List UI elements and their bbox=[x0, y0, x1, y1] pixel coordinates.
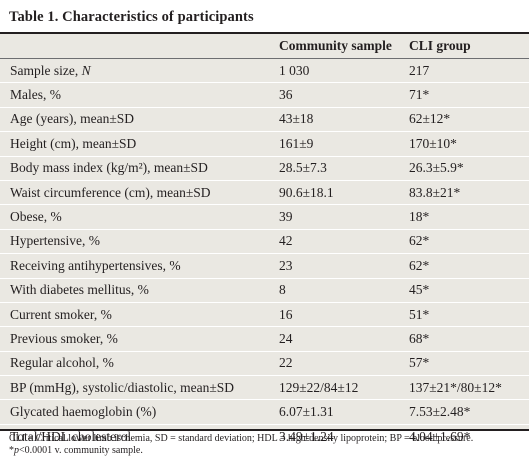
footnote-p-text: <0.0001 v. community sample. bbox=[19, 445, 143, 456]
cell-cli: 62* bbox=[409, 229, 529, 255]
row-label: Total/HDL cholesterol bbox=[0, 424, 279, 448]
row-label: Current smoker, % bbox=[0, 302, 279, 328]
cell-cli: 51* bbox=[409, 302, 529, 328]
cell-community: 36 bbox=[279, 82, 409, 108]
table-row: With diabetes mellitus, % 8 45* bbox=[0, 278, 529, 303]
cell-community: 1 030 bbox=[279, 58, 409, 84]
row-label-text: Previous smoker, % bbox=[10, 330, 118, 346]
row-label: Sample size, N bbox=[0, 58, 279, 84]
table-container: Community sample CLI group Sample size, … bbox=[0, 32, 529, 444]
column-header-community: Community sample bbox=[279, 34, 409, 59]
row-label: Receiving antihypertensives, % bbox=[0, 253, 279, 279]
row-label-text: With diabetes mellitus, % bbox=[10, 282, 149, 298]
row-label-text: Glycated haemoglobin (%) bbox=[10, 404, 157, 420]
cell-community: 24 bbox=[279, 326, 409, 352]
table-row: Hypertensive, % 42 62* bbox=[0, 229, 529, 255]
cell-community: 129±22/84±12 bbox=[279, 375, 409, 401]
cell-cli: 170±10* bbox=[409, 131, 529, 157]
row-label: BP (mmHg), systolic/diastolic, mean±SD bbox=[0, 375, 279, 401]
cell-community: 28.5±7.3 bbox=[279, 156, 409, 181]
row-label-text: Regular alcohol, % bbox=[10, 355, 114, 371]
table-row: Obese, % 39 18* bbox=[0, 204, 529, 230]
row-label-text: Obese, % bbox=[10, 209, 62, 225]
row-label-text: Age (years), mean±SD bbox=[10, 111, 134, 127]
cell-community: 3.49±1.24 bbox=[279, 428, 334, 444]
cell-cli: 18* bbox=[409, 204, 529, 230]
row-label-text: Hypertensive, % bbox=[10, 233, 100, 249]
row-label-text: Sample size, bbox=[10, 62, 82, 78]
footnotes: CLI = Critical lower limb ischemia, SD =… bbox=[9, 433, 473, 457]
row-label: Regular alcohol, % bbox=[0, 351, 279, 377]
row-label-text: Current smoker, % bbox=[10, 306, 112, 322]
cell-community: 161±9 bbox=[279, 131, 409, 157]
table-row: Height (cm), mean±SD 161±9 170±10* bbox=[0, 131, 529, 157]
footnote-abbreviations: CLI = Critical lower limb ischemia, SD =… bbox=[9, 433, 474, 444]
table-row: Regular alcohol, % 22 57* bbox=[0, 351, 529, 377]
table-row: Age (years), mean±SD 43±18 62±12* bbox=[0, 107, 529, 133]
characteristics-table: Community sample CLI group Sample size, … bbox=[0, 34, 529, 448]
cell-cli: 62* bbox=[409, 253, 529, 279]
cell-cli: 57* bbox=[409, 351, 529, 377]
row-label-text: BP (mmHg), systolic/diastolic, mean±SD bbox=[10, 379, 235, 395]
header-row: Community sample CLI group bbox=[0, 34, 529, 59]
table-row: Waist circumference (cm), mean±SD 90.6±18… bbox=[0, 180, 529, 206]
cell-community: 90.6±18.1 bbox=[279, 180, 409, 206]
row-label-text: Receiving antihypertensives, % bbox=[10, 257, 181, 273]
row-label-text: Total/HDL cholesterol bbox=[10, 428, 132, 444]
row-label-italic: N bbox=[81, 62, 91, 78]
cell-community: 22 bbox=[279, 351, 409, 377]
cell-cli: 45* bbox=[409, 278, 529, 303]
row-label-text: Males, % bbox=[10, 87, 61, 103]
row-label-text: Waist circumference (cm), mean±SD bbox=[10, 184, 211, 200]
row-label-text: Body mass index (kg/m²), mean±SD bbox=[10, 160, 208, 176]
footnote-significance: *p<0.0001 v. community sample. bbox=[9, 445, 473, 457]
footnote-p-italic: p bbox=[14, 445, 19, 456]
cell-community: 6.07±1.31 bbox=[279, 399, 409, 425]
row-label: Obese, % bbox=[0, 204, 279, 230]
cell-community: 8 bbox=[279, 278, 409, 303]
cell-cli: 71* bbox=[409, 82, 529, 108]
cell-cli: 4.04±1.69* bbox=[409, 428, 471, 444]
table-row: Current smoker, % 16 51* bbox=[0, 302, 529, 328]
footnote-asterisk: * bbox=[9, 445, 14, 456]
table-row: Total/HDL cholesterol 3.49±1.24 4.04±1.69* bbox=[0, 424, 529, 448]
cell-cli: 217 bbox=[409, 58, 529, 84]
cell-cli: 137±21*/80±12* bbox=[409, 375, 529, 401]
table-row: Body mass index (kg/m²), mean±SD 28.5±7.3… bbox=[0, 156, 529, 181]
row-label: Glycated haemoglobin (%) bbox=[0, 399, 279, 425]
row-label: Age (years), mean±SD bbox=[0, 107, 279, 133]
row-label: Previous smoker, % bbox=[0, 326, 279, 352]
cell-cli: 7.53±2.48* bbox=[409, 399, 529, 425]
cell-community: 39 bbox=[279, 204, 409, 230]
table-row: Previous smoker, % 24 68* bbox=[0, 326, 529, 352]
table-title: Table 1. Characteristics of participants bbox=[9, 9, 254, 25]
cell-community: 42 bbox=[279, 229, 409, 255]
row-label: Waist circumference (cm), mean±SD bbox=[0, 180, 279, 206]
row-label-text: Height (cm), mean±SD bbox=[10, 135, 137, 151]
cell-cli: 68* bbox=[409, 326, 529, 352]
row-label: Hypertensive, % bbox=[0, 229, 279, 255]
cell-cli: 26.3±5.9* bbox=[409, 156, 529, 181]
cell-community: 43±18 bbox=[279, 107, 409, 133]
cell-community: 16 bbox=[279, 302, 409, 328]
table-row: Receiving antihypertensives, % 23 62* bbox=[0, 253, 529, 279]
row-label: Body mass index (kg/m²), mean±SD bbox=[0, 156, 279, 181]
cell-cli: 83.8±21* bbox=[409, 180, 529, 206]
row-label: Males, % bbox=[0, 82, 279, 108]
cell-community: 23 bbox=[279, 253, 409, 279]
table-row: BP (mmHg), systolic/diastolic, mean±SD 12… bbox=[0, 375, 529, 401]
row-label: Height (cm), mean±SD bbox=[0, 131, 279, 157]
column-header-characteristic bbox=[0, 34, 279, 59]
table-row: Males, % 36 71* bbox=[0, 82, 529, 108]
table-row: Glycated haemoglobin (%) 6.07±1.31 7.53±2.… bbox=[0, 399, 529, 425]
column-header-cli: CLI group bbox=[409, 34, 529, 59]
row-label: With diabetes mellitus, % bbox=[0, 278, 279, 303]
cell-cli: 62±12* bbox=[409, 107, 529, 133]
